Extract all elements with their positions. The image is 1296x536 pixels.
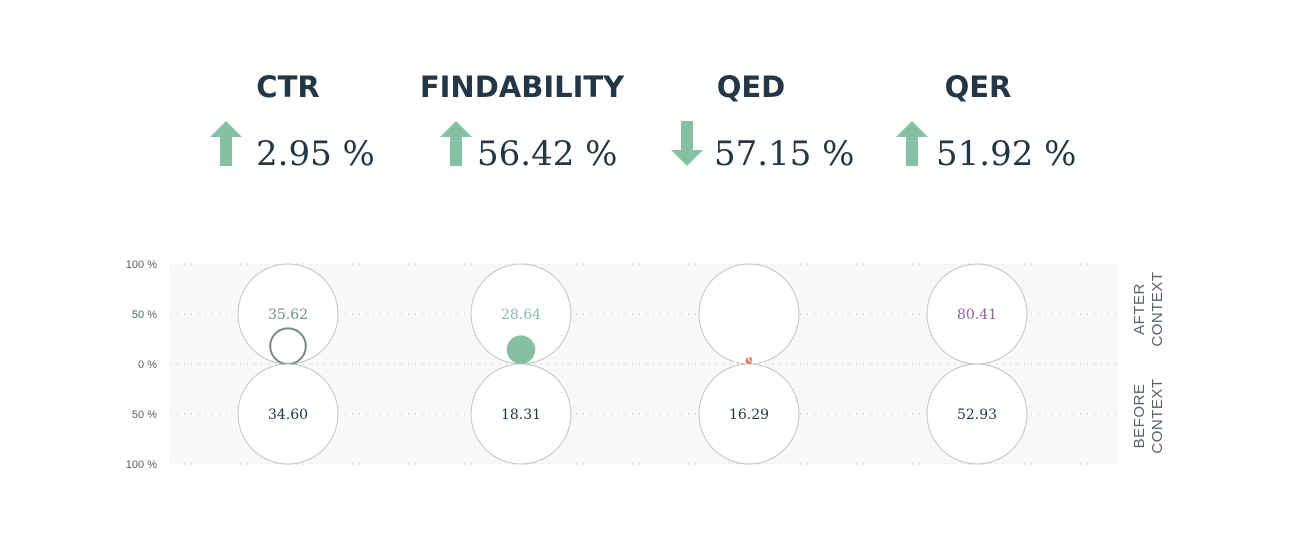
after-value-label-ctr: 35.62 [268, 307, 308, 323]
after-value-circle [507, 335, 536, 364]
arrow-up-icon [440, 121, 472, 166]
y-tick-label: 100 % [126, 259, 157, 271]
before-context-label-line: BEFORE [1131, 384, 1148, 449]
y-tick-label: 50 % [132, 309, 157, 321]
after-context-label-line: CONTEXT [1149, 271, 1166, 346]
after-value-label-qer: 80.41 [957, 307, 997, 323]
arrow-up-icon [210, 121, 242, 166]
before-context-label-line: CONTEXT [1149, 378, 1166, 453]
metric-change-findability: 56.42 % [477, 134, 617, 174]
before-value-label-ctr: 34.60 [268, 407, 308, 423]
after-context-label-line: AFTER [1131, 283, 1148, 335]
metric-change-qer: 51.92 % [936, 134, 1076, 174]
after-value-label-findability: 28.64 [501, 307, 541, 323]
metric-title-ctr: CTR [256, 70, 319, 104]
metric-title-qer: QER [945, 70, 1012, 104]
y-tick-label: 100 % [126, 459, 157, 471]
y-tick-label: 50 % [132, 409, 157, 421]
metric-title-findability: FINDABILITY [420, 70, 625, 104]
after-context-label: AFTER CONTEXT [1131, 271, 1166, 346]
arrow-down-icon [671, 121, 703, 166]
before-context-label: BEFORE CONTEXT [1131, 378, 1166, 453]
before-value-label-qed: 16.29 [729, 407, 769, 423]
before-value-label-qer: 52.93 [957, 407, 997, 423]
before-value-label-findability: 18.31 [501, 407, 541, 423]
after-reference-circle [699, 264, 799, 364]
metric-title-qed: QED [717, 70, 786, 104]
arrow-up-icon [896, 121, 928, 166]
metric-change-ctr: 2.95 % [256, 134, 375, 174]
metric-change-qed: 57.15 % [714, 134, 854, 174]
y-tick-label: 0 % [138, 359, 157, 371]
